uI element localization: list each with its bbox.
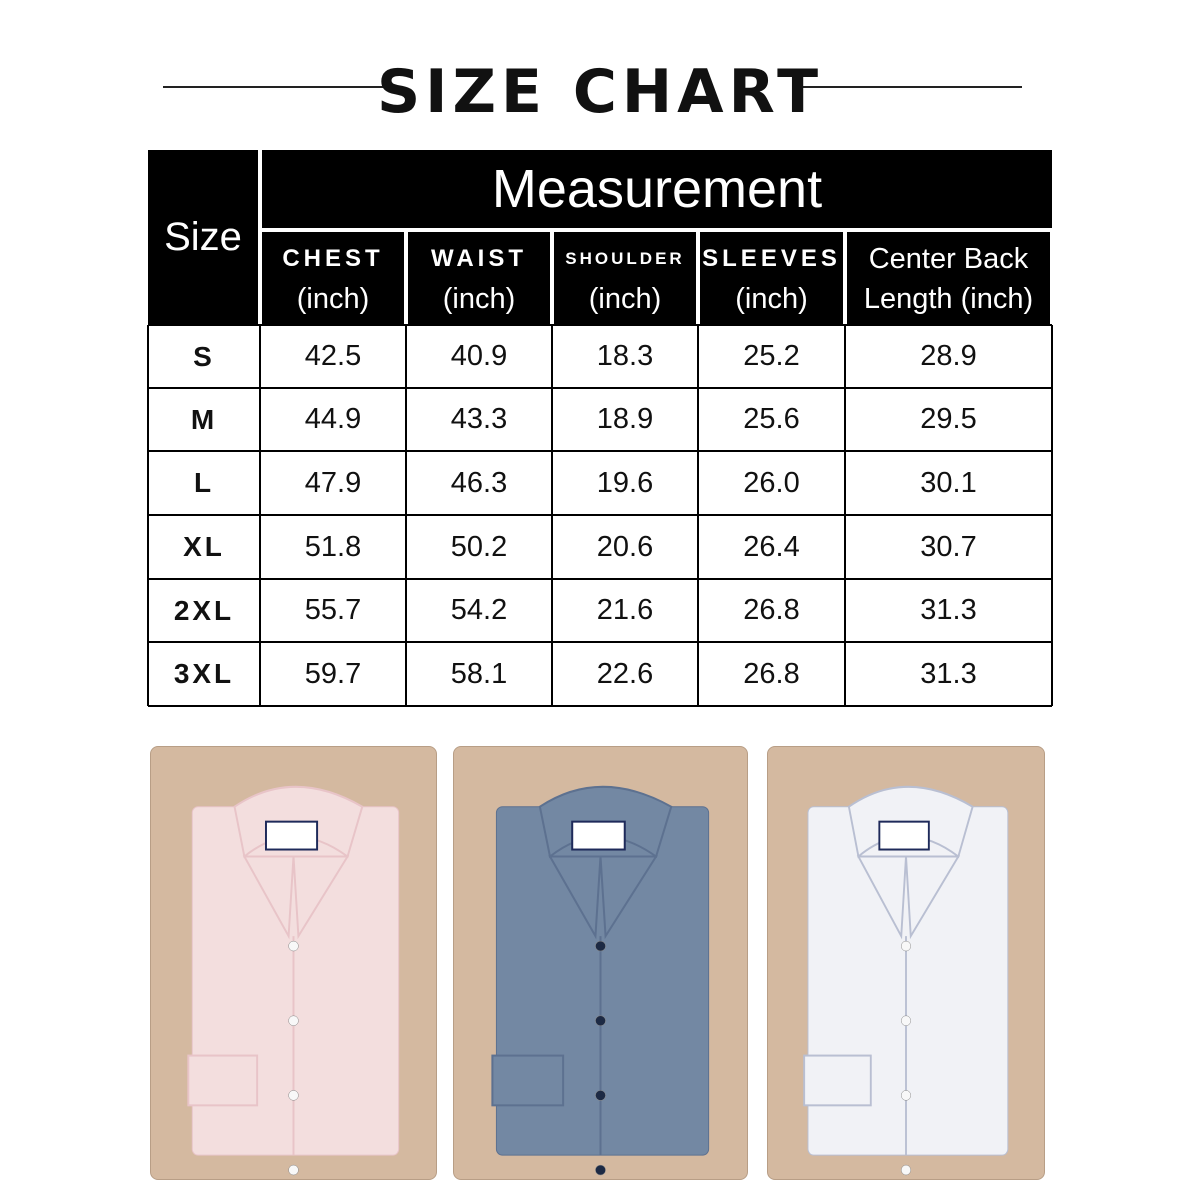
table-cell: 44.9 <box>304 403 362 435</box>
table-cell: 55.7 <box>304 594 362 626</box>
table-cell: 26.4 <box>743 530 800 563</box>
table-cell: 21.6 <box>596 594 654 626</box>
column-unit: (inch) <box>735 282 808 315</box>
button-icon <box>901 1164 911 1176</box>
title-rule-right <box>795 86 1022 88</box>
size-label: 2XL <box>173 594 235 626</box>
table-cell: 22.6 <box>596 657 654 690</box>
measurement-header: Measurement <box>262 150 1052 228</box>
title-rule-left <box>163 86 400 88</box>
button-icon <box>595 1164 606 1176</box>
button-icon <box>288 1090 299 1101</box>
button-icon <box>901 1015 911 1026</box>
column-unit: Length (inch) <box>863 282 1034 315</box>
column-header: SHOULDER (inch) <box>554 232 696 325</box>
white-stripe-shirt-panel <box>767 746 1045 1180</box>
size-label: S <box>193 340 215 372</box>
table-cell: 40.9 <box>450 340 508 372</box>
column-divider <box>405 325 407 706</box>
table-cell: 25.2 <box>743 340 800 372</box>
row-divider <box>148 705 1052 707</box>
column-divider <box>551 325 553 706</box>
column-divider <box>259 325 261 706</box>
column-unit: (inch) <box>442 282 516 315</box>
table-cell: 20.6 <box>596 530 654 563</box>
pink-check-shirt-panel <box>150 746 437 1180</box>
table-cell: 46.3 <box>450 466 508 499</box>
table-cell: 43.3 <box>450 403 508 435</box>
row-divider <box>148 387 1052 389</box>
button-icon <box>288 1015 299 1026</box>
table-cell: 19.6 <box>596 466 654 499</box>
size-label: XL <box>183 531 225 562</box>
row-divider <box>148 578 1052 580</box>
button-icon <box>288 940 299 952</box>
row-divider <box>148 641 1052 643</box>
table-cell: 18.9 <box>596 403 654 435</box>
table-cell: 30.1 <box>920 466 977 499</box>
table-cell: 58.1 <box>450 657 508 690</box>
column-divider <box>1051 325 1053 706</box>
table-cell: 28.9 <box>920 340 977 372</box>
table-cell: 31.3 <box>920 594 977 626</box>
column-divider <box>697 325 699 706</box>
row-divider <box>148 450 1052 452</box>
size-label: 3XL <box>173 658 235 689</box>
table-cell: 59.7 <box>304 657 362 690</box>
column-header: WAIST (inch) <box>408 232 550 325</box>
button-icon <box>595 1015 606 1026</box>
column-unit: (inch) <box>588 282 662 315</box>
button-icon <box>595 1090 606 1101</box>
table-cell: 51.8 <box>304 530 362 563</box>
column-unit: (inch) <box>296 282 370 315</box>
column-name: SHOULDER <box>565 248 685 268</box>
button-icon <box>901 940 911 952</box>
table-cell: 42.5 <box>304 340 362 372</box>
table-cell: 29.5 <box>920 403 977 435</box>
column-header: CHEST (inch) <box>262 232 404 325</box>
table-cell: 31.3 <box>920 657 977 690</box>
column-name: CHEST <box>282 244 384 272</box>
row-divider <box>148 514 1052 516</box>
table-cell: 25.6 <box>743 403 800 435</box>
table-cell: 30.7 <box>920 530 977 563</box>
column-divider <box>147 325 149 706</box>
column-name: SLEEVES <box>702 244 841 272</box>
size-header: Size <box>148 150 258 325</box>
button-icon <box>595 940 606 952</box>
pink-check-shirt-image <box>187 785 400 1176</box>
column-name: WAIST <box>431 244 527 272</box>
table-cell: 47.9 <box>304 466 362 499</box>
white-stripe-shirt-image <box>803 785 1009 1176</box>
button-icon <box>901 1090 911 1101</box>
row-divider <box>148 324 1052 326</box>
table-cell: 54.2 <box>450 594 508 626</box>
blue-shirt-image <box>491 785 710 1176</box>
table-cell: 50.2 <box>450 530 508 563</box>
column-header: Center Back Length (inch) <box>847 232 1050 325</box>
size-label: L <box>193 467 215 498</box>
table-cell: 18.3 <box>596 340 654 372</box>
column-divider <box>844 325 846 706</box>
table-cell: 26.8 <box>743 594 800 626</box>
size-label: M <box>190 403 218 435</box>
column-header: SLEEVES (inch) <box>700 232 843 325</box>
table-cell: 26.8 <box>743 657 800 690</box>
button-icon <box>288 1164 299 1176</box>
blue-shirt-panel <box>453 746 748 1180</box>
table-cell: 26.0 <box>743 466 800 499</box>
page-title: SIZE CHART <box>376 57 824 127</box>
column-name: Center Back <box>868 242 1029 275</box>
